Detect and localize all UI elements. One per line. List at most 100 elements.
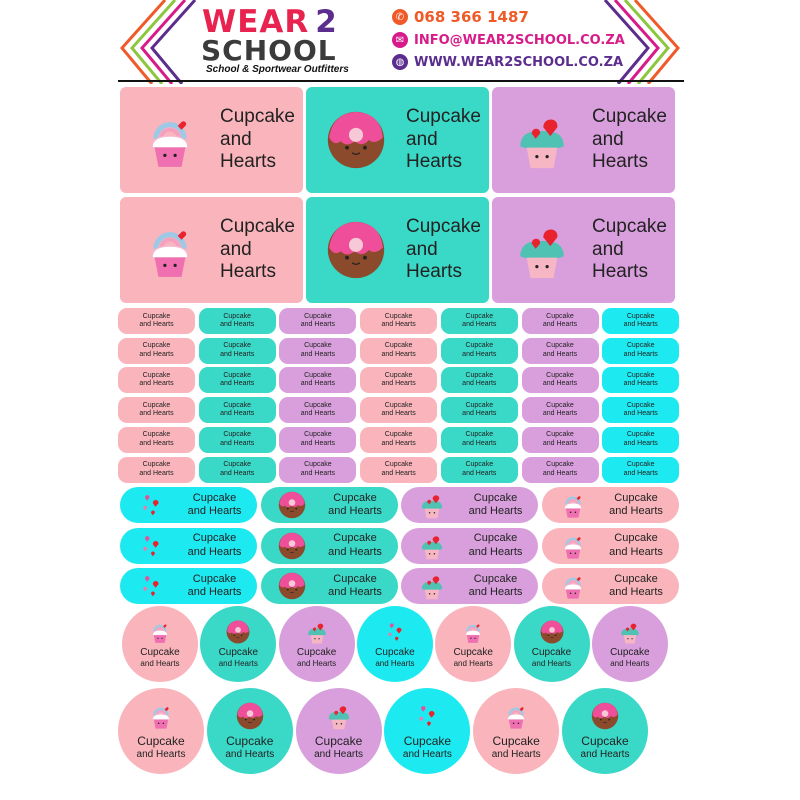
label-line2: and Hearts xyxy=(491,748,541,760)
label-line1: Cupcake xyxy=(220,215,295,237)
label-text: Cupcake and Hearts xyxy=(220,402,254,419)
label-line2: and Hearts xyxy=(297,659,337,669)
tiny-label: Cupcake and Hearts xyxy=(360,308,438,334)
mail-icon: ✉ xyxy=(392,32,408,48)
label-line2: and Hearts xyxy=(462,321,497,328)
label-line1: Cupcake xyxy=(546,461,574,469)
tiny-label: Cupcake and Hearts xyxy=(602,456,680,483)
label-line2: and Hearts xyxy=(300,350,336,358)
label-line2: and Hearts xyxy=(300,410,336,418)
label-line1: Cupcake xyxy=(465,401,494,409)
label-line2: and Hearts xyxy=(381,439,416,447)
round-label-large: Cupcake and Hearts xyxy=(384,688,471,774)
tiny-label: Cupcake and Hearts xyxy=(198,456,276,483)
label-line2: and Hearts xyxy=(542,469,578,477)
email-text: INFO@WEAR2SCHOOL.CO.ZA xyxy=(414,32,625,48)
label-text: Cupcake and Hearts xyxy=(139,431,173,448)
label-line2: and Hearts xyxy=(187,586,242,598)
label-text: Cupcake and Hearts xyxy=(314,734,363,760)
cupcake-rainbow-icon xyxy=(138,108,202,172)
label-text: Cupcake and Hearts xyxy=(624,431,658,448)
contact-email: ✉ INFO@WEAR2SCHOOL.CO.ZA xyxy=(392,30,625,50)
label-line2: and Hearts xyxy=(623,469,658,477)
tiny-label: Cupcake and Hearts xyxy=(198,337,276,364)
label-line2: and Hearts xyxy=(592,128,648,173)
label-text: Cupcake and Hearts xyxy=(406,216,489,284)
label-text: Cupcake and Hearts xyxy=(381,402,415,419)
tiny-label: Cupcake and Hearts xyxy=(279,337,357,364)
label-line1: Cupcake xyxy=(403,734,452,749)
label-line1: Cupcake xyxy=(304,312,332,320)
label-line1: Cupcake xyxy=(304,401,332,409)
label-line1: Cupcake xyxy=(465,461,494,469)
round-label-small: Cupcake and Hearts xyxy=(278,606,355,682)
tiny-label: Cupcake and Hearts xyxy=(440,426,518,453)
label-line1: Cupcake xyxy=(592,105,667,127)
label-line1: Cupcake xyxy=(304,342,332,350)
label-text: Cupcake and Hearts xyxy=(297,647,336,669)
tiny-label: Cupcake and Hearts xyxy=(360,367,438,394)
medium-label: Cupcake and Hearts xyxy=(401,527,538,564)
donut-icon xyxy=(235,701,265,731)
round-label-large: Cupcake and Hearts xyxy=(473,688,560,774)
tiny-label: Cupcake and Hearts xyxy=(118,456,195,483)
label-text: Cupcake and Hearts xyxy=(492,734,541,760)
medium-label: Cupcake and Hearts xyxy=(401,568,538,604)
big-label: Cupcake and Hearts xyxy=(492,87,675,193)
label-text: Cupcake and Hearts xyxy=(137,734,186,760)
label-line1: Cupcake xyxy=(223,312,251,320)
label-line1: Cupcake xyxy=(333,491,377,504)
hearts-icon xyxy=(382,619,408,645)
label-text: Cupcake and Hearts xyxy=(453,492,538,518)
tiny-label: Cupcake and Hearts xyxy=(521,337,599,364)
label-line1: Cupcake xyxy=(546,372,574,379)
label-line1: Cupcake xyxy=(384,372,413,379)
label-line1: Cupcake xyxy=(465,372,494,379)
label-line1: Cupcake xyxy=(546,342,574,350)
label-line2: and Hearts xyxy=(462,410,497,418)
label-text: Cupcake and Hearts xyxy=(592,216,675,284)
label-line2: and Hearts xyxy=(381,321,416,328)
contact-phone: ✆ 068 366 1487 xyxy=(392,7,529,27)
label-text: Cupcake and Hearts xyxy=(139,342,173,359)
cupcake-rainbow-icon xyxy=(558,490,588,520)
logo-two-text: 2 xyxy=(315,4,338,40)
label-line2: and Hearts xyxy=(468,545,523,558)
label-line1: Cupcake xyxy=(192,572,237,585)
label-text: Cupcake and Hearts xyxy=(462,313,496,330)
tiny-label: Cupcake and Hearts xyxy=(118,367,195,394)
cupcake-rainbow-icon xyxy=(460,619,486,645)
label-line2: and Hearts xyxy=(220,439,255,447)
label-line2: and Hearts xyxy=(139,410,174,418)
label-line2: and Hearts xyxy=(139,469,174,477)
tiny-label: Cupcake and Hearts xyxy=(198,426,276,453)
label-line2: and Hearts xyxy=(406,238,462,283)
label-line2: and Hearts xyxy=(300,321,336,328)
donut-icon xyxy=(277,531,307,561)
tiny-label: Cupcake and Hearts xyxy=(521,367,599,394)
label-line2: and Hearts xyxy=(609,505,663,517)
logo-tagline: School & Sportwear Outfitters xyxy=(206,64,349,75)
medium-label: Cupcake and Hearts xyxy=(401,487,538,523)
label-line2: and Hearts xyxy=(462,469,497,477)
tiny-label: Cupcake and Hearts xyxy=(521,397,599,424)
label-text: Cupcake and Hearts xyxy=(219,647,258,669)
tiny-label: Cupcake and Hearts xyxy=(602,367,680,394)
label-line2: and Hearts xyxy=(542,350,578,358)
round-label-large: Cupcake and Hearts xyxy=(118,688,204,774)
website-text: WWW.WEAR2SCHOOL.CO.ZA xyxy=(414,54,624,70)
hearts-icon xyxy=(136,490,166,520)
label-line1: Cupcake xyxy=(142,312,171,320)
label-text: Cupcake and Hearts xyxy=(462,372,496,389)
label-line1: Cupcake xyxy=(453,647,493,659)
round-label-large: Cupcake and Hearts xyxy=(295,688,382,774)
label-line1: Cupcake xyxy=(546,431,574,439)
tiny-label: Cupcake and Hearts xyxy=(118,337,195,364)
label-line2: and Hearts xyxy=(225,748,275,760)
label-line2: and Hearts xyxy=(220,350,255,358)
label-text: Cupcake and Hearts xyxy=(301,431,335,448)
big-label: Cupcake and Hearts xyxy=(492,197,675,303)
label-line2: and Hearts xyxy=(381,380,416,388)
tiny-label: Cupcake and Hearts xyxy=(279,397,357,424)
header-divider xyxy=(118,80,684,82)
